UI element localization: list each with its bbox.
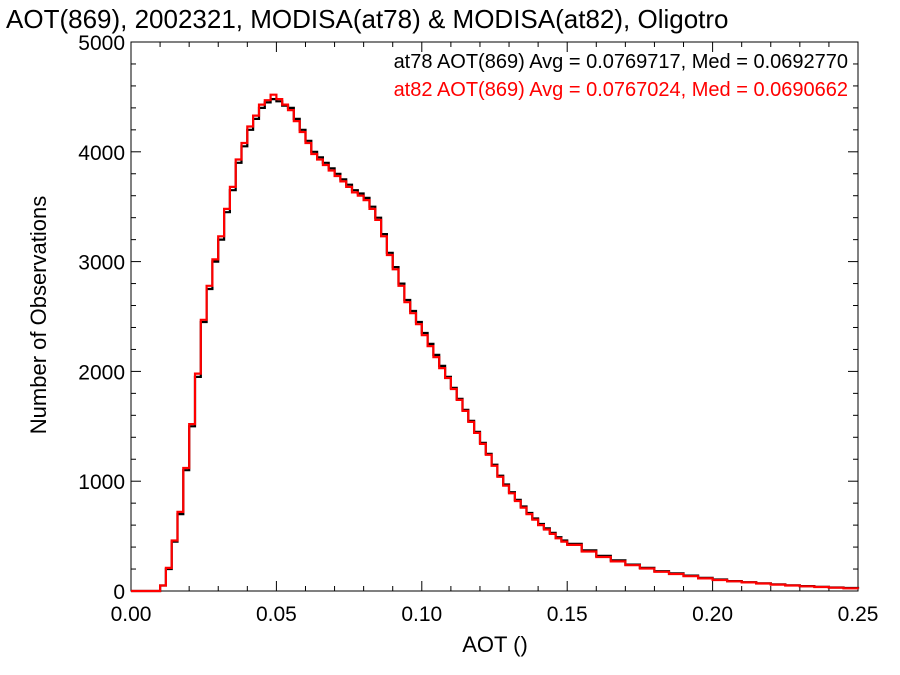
stats-annotations: at78 AOT(869) Avg = 0.0769717, Med = 0.0…	[394, 51, 848, 101]
y-tick-label: 2000	[78, 361, 125, 384]
x-tick-label: 0.25	[838, 603, 879, 626]
axis-ticks	[130, 41, 859, 592]
series-annotation-at82: at82 AOT(869) Avg = 0.0767024, Med = 0.0…	[394, 79, 848, 101]
y-axis-label: Number of Observations	[26, 196, 51, 434]
series-layer	[131, 93, 860, 593]
series-line-at82	[131, 93, 860, 593]
y-tick-label: 0	[113, 581, 125, 604]
y-tick-labels: 0 1000 2000 3000 4000 5000	[78, 32, 125, 604]
x-tick-label: 0.00	[111, 603, 152, 626]
x-tick-label: 0.15	[547, 603, 588, 626]
series-line-at78	[131, 98, 860, 593]
x-axis-label: AOT ()	[462, 632, 528, 657]
y-tick-label: 5000	[78, 32, 125, 55]
chart-title: AOT(869), 2002321, MODISA(at78) & MODISA…	[6, 4, 729, 34]
plot-frame	[130, 41, 859, 592]
x-tick-label: 0.05	[256, 603, 297, 626]
y-tick-label: 4000	[78, 142, 125, 165]
y-tick-label: 1000	[78, 471, 125, 494]
x-tick-label: 0.10	[401, 603, 442, 626]
y-tick-label: 3000	[78, 252, 125, 275]
x-tick-labels: 0.00 0.05 0.10 0.15 0.20 0.25	[111, 603, 879, 626]
x-tick-label: 0.20	[692, 603, 733, 626]
series-annotation-at78: at78 AOT(869) Avg = 0.0769717, Med = 0.0…	[394, 51, 848, 73]
plot-area	[130, 41, 860, 593]
